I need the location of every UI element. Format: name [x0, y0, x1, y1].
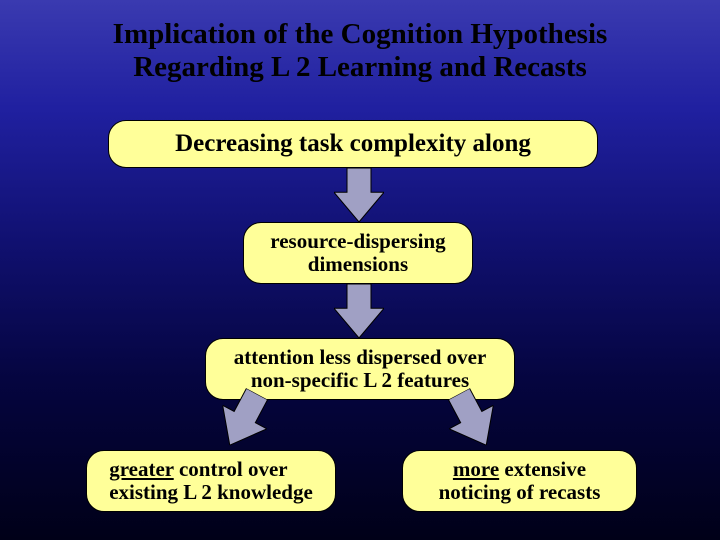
arrow-down-1: [334, 168, 384, 222]
box4-line2: existing L 2 knowledge: [109, 481, 313, 504]
box4-content: greater control over existing L 2 knowle…: [109, 458, 313, 504]
box-decreasing-complexity: Decreasing task complexity along: [108, 120, 598, 168]
box5-content: more extensive noticing of recasts: [439, 458, 601, 504]
box5-line1: more extensive: [439, 458, 601, 481]
box3-line2: non-specific L 2 features: [234, 369, 487, 392]
box2-line1: resource-dispersing: [270, 230, 445, 253]
title-line2: Regarding L 2 Learning and Recasts: [40, 51, 680, 84]
box-resource-dispersing: resource-dispersing dimensions: [243, 222, 473, 284]
arrow-down-2: [334, 284, 384, 338]
box-greater-control: greater control over existing L 2 knowle…: [86, 450, 336, 512]
slide-title: Implication of the Cognition Hypothesis …: [0, 0, 720, 85]
box1-text: Decreasing task complexity along: [175, 130, 531, 158]
box2-line2: dimensions: [270, 253, 445, 276]
box-more-noticing: more extensive noticing of recasts: [402, 450, 637, 512]
box4-rest1: control over: [174, 457, 288, 481]
box3-line1: attention less dispersed over: [234, 346, 487, 369]
box3-content: attention less dispersed over non-specif…: [234, 346, 487, 392]
box5-underlined: more: [453, 457, 499, 481]
title-line1: Implication of the Cognition Hypothesis: [40, 18, 680, 51]
box4-underlined: greater: [109, 457, 174, 481]
box5-line2: noticing of recasts: [439, 481, 601, 504]
box2-content: resource-dispersing dimensions: [270, 230, 445, 276]
box5-rest1: extensive: [499, 457, 586, 481]
box4-line1: greater control over: [109, 458, 313, 481]
